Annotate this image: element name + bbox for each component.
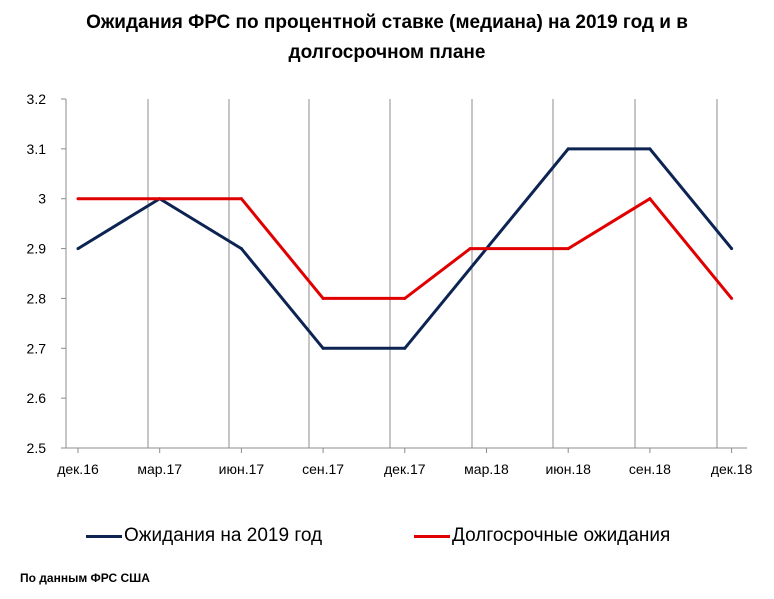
series-2-point	[76, 197, 80, 201]
x-tick-label: июн.17	[219, 461, 265, 477]
chart-title: Ожидания ФРС по процентной ставке (медиа…	[0, 8, 774, 68]
series-2-point	[730, 296, 734, 300]
x-tick-label: дек.17	[384, 461, 426, 477]
x-tick-label: июн.18	[545, 461, 591, 477]
legend-label-2019: Ожидания на 2019 год	[124, 525, 323, 546]
series-2-point	[566, 247, 570, 251]
series-1-point	[403, 346, 407, 350]
y-tick-label: 2.5	[27, 440, 47, 456]
series-2-point	[158, 197, 162, 201]
x-tick-label: сен.18	[629, 461, 671, 477]
y-tick-label: 2.9	[27, 241, 47, 257]
y-tick-label: 2.7	[27, 340, 47, 356]
series-2-point	[648, 197, 652, 201]
legend-label-long-term: Долгосрочные ожидания	[452, 525, 671, 546]
y-tick-label: 2.6	[27, 390, 47, 406]
x-tick-label: дек.16	[57, 461, 99, 477]
series-line-1	[77, 147, 733, 350]
legend-swatch-long-term	[414, 534, 450, 538]
series-2-point	[239, 197, 243, 201]
legend-item-long-term: Долгосрочные ожидания	[414, 521, 670, 551]
series-2-point	[321, 296, 325, 300]
y-tick-label: 2.8	[27, 290, 47, 306]
legend-swatch-2019	[86, 534, 122, 538]
series-1-point	[566, 147, 570, 151]
series-line-2	[78, 196, 733, 300]
chart-title-line-1: Ожидания ФРС по процентной ставке (медиа…	[86, 12, 688, 33]
x-tick-label: мар.17	[137, 461, 182, 477]
y-tick-label: 3	[38, 191, 46, 207]
y-tick-label: 3.2	[27, 91, 47, 107]
x-tick-label: дек.18	[711, 461, 753, 477]
chart-legend: Ожидания на 2019 год Долгосрочные ожидан…	[0, 521, 774, 551]
x-tick-label: сен.17	[302, 461, 344, 477]
y-tick-label: 3.1	[27, 141, 47, 157]
series-1-point	[730, 247, 734, 251]
series-1-point	[321, 346, 325, 350]
series-2-point	[403, 296, 407, 300]
series-1-point	[648, 147, 652, 151]
x-tick-label: мар.18	[464, 461, 509, 477]
legend-item-2019: Ожидания на 2019 год	[86, 521, 322, 551]
series-1-point	[239, 247, 243, 251]
chart-title-line-2: долгосрочном плане	[288, 42, 486, 63]
series-2-point	[468, 247, 472, 251]
source-note: По данным ФРС США	[20, 571, 150, 585]
series-1-point	[76, 247, 80, 251]
